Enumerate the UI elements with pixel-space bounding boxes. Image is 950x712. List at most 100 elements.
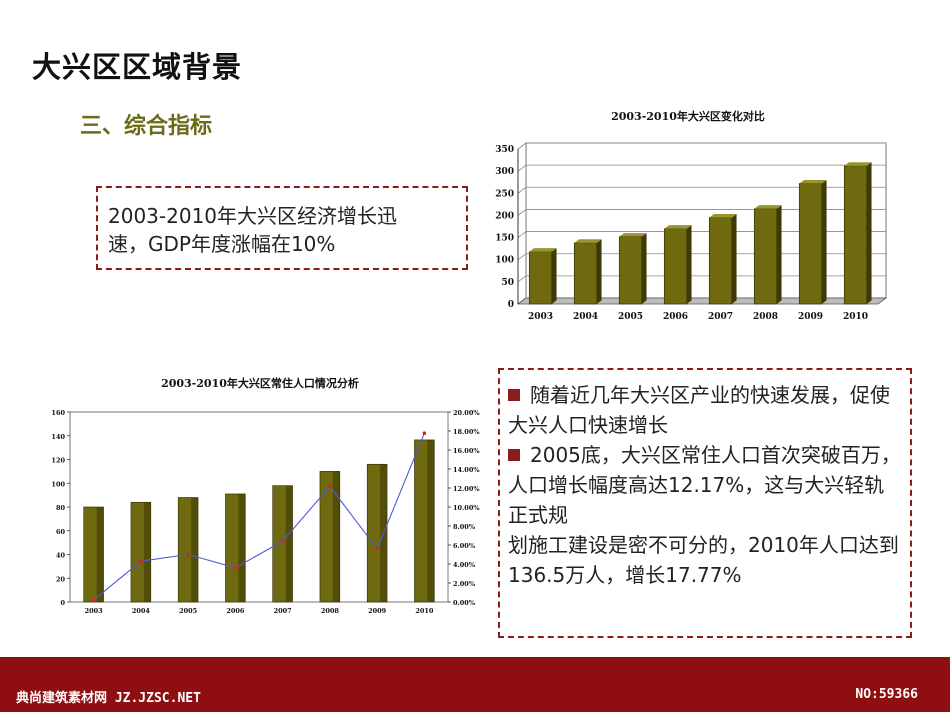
chart1-xtick-label: 2006 — [663, 312, 688, 322]
chart1-bar — [663, 228, 688, 305]
footer-bar: 典尚建筑素材网 JZ.JZSC.NET NO:59366 — [0, 657, 950, 712]
chart2-ytick-label: 160 — [51, 409, 65, 417]
chart2-y2tick-label: 14.00% — [453, 466, 480, 474]
chart2-y2tick-label: 0.00% — [453, 599, 476, 607]
chart1-gridline-diag — [517, 142, 527, 150]
chart1-bar-side — [776, 205, 782, 304]
chart2-bar-shade — [427, 439, 435, 602]
chart1-bar-side — [596, 239, 602, 304]
chart2-bar-shade — [238, 493, 246, 602]
chart2-growth-point — [375, 547, 379, 551]
chart1-ytick-label: 200 — [495, 211, 514, 221]
chart2-ytick-label: 80 — [56, 504, 66, 512]
chart1-bar — [528, 251, 553, 305]
chart2-ytick-label: 0 — [60, 599, 65, 607]
population-paragraph-1: 随着近几年大兴区产业的快速发展，促使大兴人口快速增长 — [508, 380, 902, 440]
chart2-bar-shade — [143, 502, 151, 602]
chart2-growth-point — [139, 559, 143, 563]
chart1-xtick-label: 2004 — [573, 312, 598, 322]
chart1-labels: 0 50 100 150 200 250 300 350 2003 2004 2005 2006 200… — [495, 145, 868, 322]
chart1-bar — [573, 242, 598, 305]
population-paragraph-2: 2005底，大兴区常住人口首次突破百万，人口增长幅度高达12.17%，这与大兴轻… — [508, 440, 902, 530]
chart2-xtick-label: 2003 — [85, 607, 104, 615]
chart1-xtick-label: 2008 — [753, 312, 778, 322]
chart1-ytick-label: 100 — [495, 256, 514, 266]
chart1-gridline-diag — [517, 231, 527, 238]
population-summary-box: 随着近几年大兴区产业的快速发展，促使大兴人口快速增长 2005底，大兴区常住人口… — [498, 368, 912, 638]
chart2-bar-shade — [96, 507, 104, 602]
chart1-bar-top — [754, 205, 782, 209]
chart2-y2tick-label: 6.00% — [453, 542, 476, 550]
chart2-xtick-label: 2006 — [226, 607, 245, 615]
chart1-bar-side — [551, 248, 557, 304]
square-bullet-icon — [508, 389, 520, 401]
chart1-gridline-diag — [517, 275, 527, 283]
footer-site-label: 典尚建筑素材网 JZ.JZSC.NET — [16, 691, 201, 706]
chart1-xtick-label: 2009 — [798, 312, 823, 322]
chart1-bar-top — [529, 248, 557, 252]
chart1-floor — [516, 297, 888, 305]
chart2-growth-point — [328, 484, 332, 489]
chart2-ytick-label: 120 — [51, 457, 65, 465]
chart2-bars — [83, 439, 435, 603]
chart2-y2tick-label: 18.00% — [453, 428, 480, 436]
chart2-labels: 0 20 40 60 80 100 120 140 160 0.00% 2.00% 4.00% 6.00… — [51, 409, 480, 615]
chart2-ytick-label: 100 — [51, 480, 65, 488]
chart2-growth-point — [280, 539, 285, 543]
chart1-bar-side — [731, 214, 737, 304]
chart1-bar-top — [619, 233, 647, 237]
gdp-summary-box: 2003-2010年大兴区经济增长迅 速，GDP年度涨幅在10% — [96, 186, 468, 270]
chart2-y2tick-label: 16.00% — [453, 447, 480, 455]
chart2-y2tick-label: 10.00% — [453, 504, 480, 512]
chart2-bar-shade — [191, 497, 199, 602]
chart2-growth-point — [91, 598, 96, 602]
chart1-xtick-label: 2005 — [618, 312, 643, 322]
chart2-xtick-label: 2010 — [415, 607, 434, 615]
chart2-ytick-label: 60 — [56, 528, 66, 536]
gdp-summary-line-1: 2003-2010年大兴区经济增长迅 — [108, 204, 398, 228]
chart2-xtick-label: 2008 — [321, 607, 340, 615]
chart2-growth-point — [422, 431, 427, 435]
chart1-title: 2003-2010年大兴区变化对比 — [611, 109, 765, 123]
change-comparison-chart: 2003-2010年大兴区变化对比 0 50 100 150 200 250 300 350 2… — [495, 109, 888, 322]
chart2-ytick-label: 40 — [56, 552, 66, 560]
chart1-ytick-label: 250 — [495, 189, 514, 199]
chart2-y2tick-label: 4.00% — [453, 561, 476, 569]
section-subtitle: 三、综合指标 — [80, 114, 213, 139]
chart1-bar-top — [574, 239, 602, 243]
chart1-bar — [708, 217, 733, 305]
chart1-ytick-label: 350 — [495, 145, 514, 155]
chart1-bars — [528, 162, 872, 305]
chart1-gridline-diag — [517, 186, 527, 194]
chart1-gridline-diag — [517, 253, 527, 261]
chart2-xtick-label: 2005 — [179, 607, 198, 615]
population-text-1: 随着近几年大兴区产业的快速发展，促使大兴人口快速增长 — [508, 383, 890, 437]
square-bullet-icon — [508, 449, 520, 461]
resident-population-chart: 2003-2010年大兴区常住人口情况分析 0 20 40 60 80 100 120 140… — [51, 376, 480, 615]
population-paragraph-3: 划施工建设是密不可分的，2010年人口达到136.5万人，增长17.77% — [508, 533, 899, 587]
chart2-title: 2003-2010年大兴区常住人口情况分析 — [161, 376, 359, 390]
chart1-bar-top — [709, 214, 737, 218]
chart2-y2tick-label: 2.00% — [453, 580, 476, 588]
chart1-bar-top — [844, 162, 872, 166]
chart1-bar — [753, 208, 778, 305]
chart1-ytick-label: 300 — [495, 167, 514, 177]
chart1-ytick-label: 50 — [501, 278, 514, 288]
chart1-gridline-diag — [517, 164, 527, 172]
chart2-axis — [67, 411, 451, 603]
chart1-bar — [843, 165, 868, 305]
chart1-bar-side — [866, 162, 872, 304]
gdp-summary-line-2: 速，GDP年度涨幅在10% — [108, 232, 336, 256]
chart1-bar — [798, 183, 823, 305]
chart1-ytick-label: 150 — [495, 234, 514, 244]
chart2-bar-shade — [332, 471, 340, 602]
chart2-growth-line — [91, 431, 427, 602]
page-title: 大兴区区域背景 — [32, 50, 243, 84]
chart2-y2tick-label: 20.00% — [453, 409, 480, 417]
chart1-xtick-label: 2003 — [528, 312, 553, 322]
chart1-bar — [618, 236, 643, 305]
chart1-bar-side — [686, 225, 692, 304]
chart1-gridlines — [517, 142, 887, 305]
footer-number-label: NO:59366 — [855, 687, 918, 702]
chart1-gridline-diag — [517, 209, 527, 216]
